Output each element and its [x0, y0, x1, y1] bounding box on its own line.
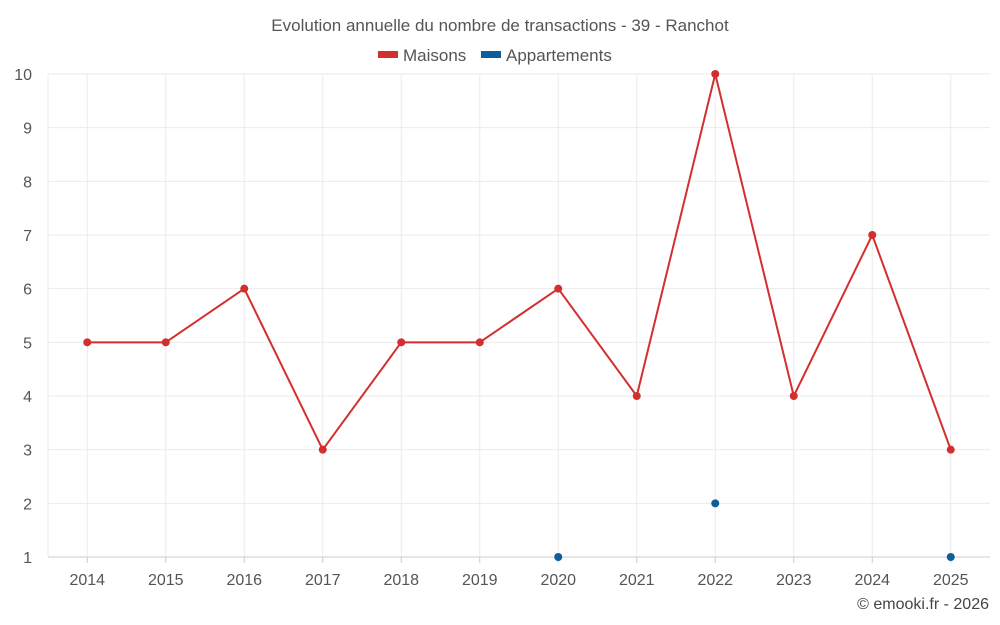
y-tick-label: 3	[23, 443, 32, 460]
y-tick-label: 2	[23, 496, 32, 513]
data-point-maisons-2017[interactable]	[318, 445, 327, 454]
x-tick-label: 2021	[619, 572, 655, 589]
legend: Maisons Appartements	[378, 46, 612, 65]
y-tick-label: 5	[23, 335, 32, 352]
data-point-appartements-2020[interactable]	[554, 553, 563, 561]
data-point-maisons-2019[interactable]	[475, 338, 484, 347]
legend-swatch-maisons	[378, 51, 398, 58]
x-tick-label: 2020	[540, 572, 576, 589]
data-point-maisons-2016[interactable]	[240, 284, 249, 293]
data-point-maisons-2024[interactable]	[868, 231, 877, 239]
data-point-maisons-2020[interactable]	[554, 284, 563, 293]
x-tick-label: 2016	[226, 572, 262, 589]
data-point-maisons-2023[interactable]	[789, 392, 798, 400]
legend-label-maisons[interactable]: Maisons	[403, 46, 466, 65]
data-point-maisons-2025[interactable]	[946, 445, 955, 454]
legend-swatch-appartements	[481, 51, 501, 58]
x-axis-ticks: 2014 2015 2016 2017 2018 2019 2020 2021 2022 2023…	[69, 572, 968, 589]
data-point-maisons-2022[interactable]	[711, 70, 720, 78]
y-tick-label: 7	[23, 228, 32, 245]
y-tick-label: 4	[23, 389, 32, 406]
x-tick-label: 2017	[305, 572, 341, 589]
x-tick-label: 2019	[462, 572, 498, 589]
chart-title: Evolution annuelle du nombre de transact…	[271, 16, 729, 35]
y-tick-label: 10	[14, 67, 32, 84]
x-tick-label: 2025	[933, 572, 969, 589]
x-tick-label: 2018	[383, 572, 419, 589]
x-tick-label: 2022	[697, 572, 733, 589]
data-point-appartements-2025[interactable]	[946, 553, 955, 561]
grid	[47, 73, 990, 563]
x-tick-label: 2014	[69, 572, 105, 589]
data-point-maisons-2014[interactable]	[83, 338, 92, 347]
y-tick-label: 8	[23, 174, 32, 191]
credit-text: © emooki.fr - 2026	[857, 596, 989, 613]
series-line-maisons	[87, 73, 952, 451]
y-axis-ticks: 1 2 3 4 5 6 7 8 9 10	[14, 67, 32, 567]
data-point-appartements-2022[interactable]	[711, 499, 720, 508]
x-tick-label: 2024	[854, 572, 890, 589]
x-tick-label: 2015	[148, 572, 184, 589]
y-tick-label: 6	[23, 282, 32, 299]
x-tick-label: 2023	[776, 572, 812, 589]
series-lines	[87, 73, 952, 451]
y-tick-label: 1	[23, 550, 32, 567]
data-point-maisons-2015[interactable]	[161, 338, 170, 347]
y-tick-label: 9	[23, 121, 32, 138]
series-points	[83, 70, 955, 561]
legend-label-appartements[interactable]: Appartements	[506, 46, 612, 65]
data-point-maisons-2018[interactable]	[397, 338, 406, 347]
data-point-maisons-2021[interactable]	[632, 392, 641, 400]
